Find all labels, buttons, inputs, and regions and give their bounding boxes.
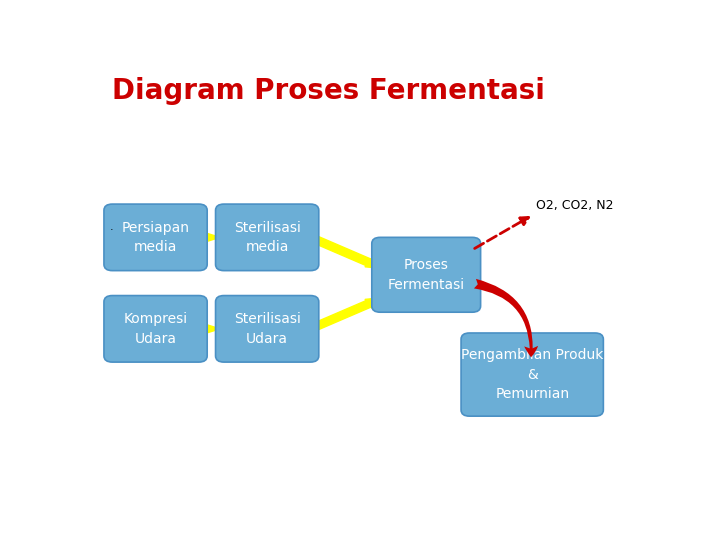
Text: Kompresi
Udara: Kompresi Udara <box>124 312 188 346</box>
Text: O2, CO2, N2: O2, CO2, N2 <box>536 199 614 212</box>
Text: Persiapan
media: Persiapan media <box>122 221 189 254</box>
Text: Sterilisasi
media: Sterilisasi media <box>234 221 301 254</box>
FancyBboxPatch shape <box>104 295 207 362</box>
FancyBboxPatch shape <box>372 238 481 312</box>
Text: Pengambilan Produk
&
Pemurnian: Pengambilan Produk & Pemurnian <box>461 348 603 401</box>
Text: Diagram Proses Fermentasi: Diagram Proses Fermentasi <box>112 77 545 105</box>
FancyBboxPatch shape <box>215 204 319 271</box>
Text: ·: · <box>109 225 113 235</box>
Text: Sterilisasi
Udara: Sterilisasi Udara <box>234 312 301 346</box>
FancyArrow shape <box>308 234 383 268</box>
FancyBboxPatch shape <box>104 204 207 271</box>
FancyArrow shape <box>199 232 220 242</box>
Text: Proses
Fermentasi: Proses Fermentasi <box>387 258 464 292</box>
FancyBboxPatch shape <box>461 333 603 416</box>
FancyArrow shape <box>308 298 383 332</box>
FancyArrow shape <box>199 323 220 334</box>
FancyBboxPatch shape <box>215 295 319 362</box>
